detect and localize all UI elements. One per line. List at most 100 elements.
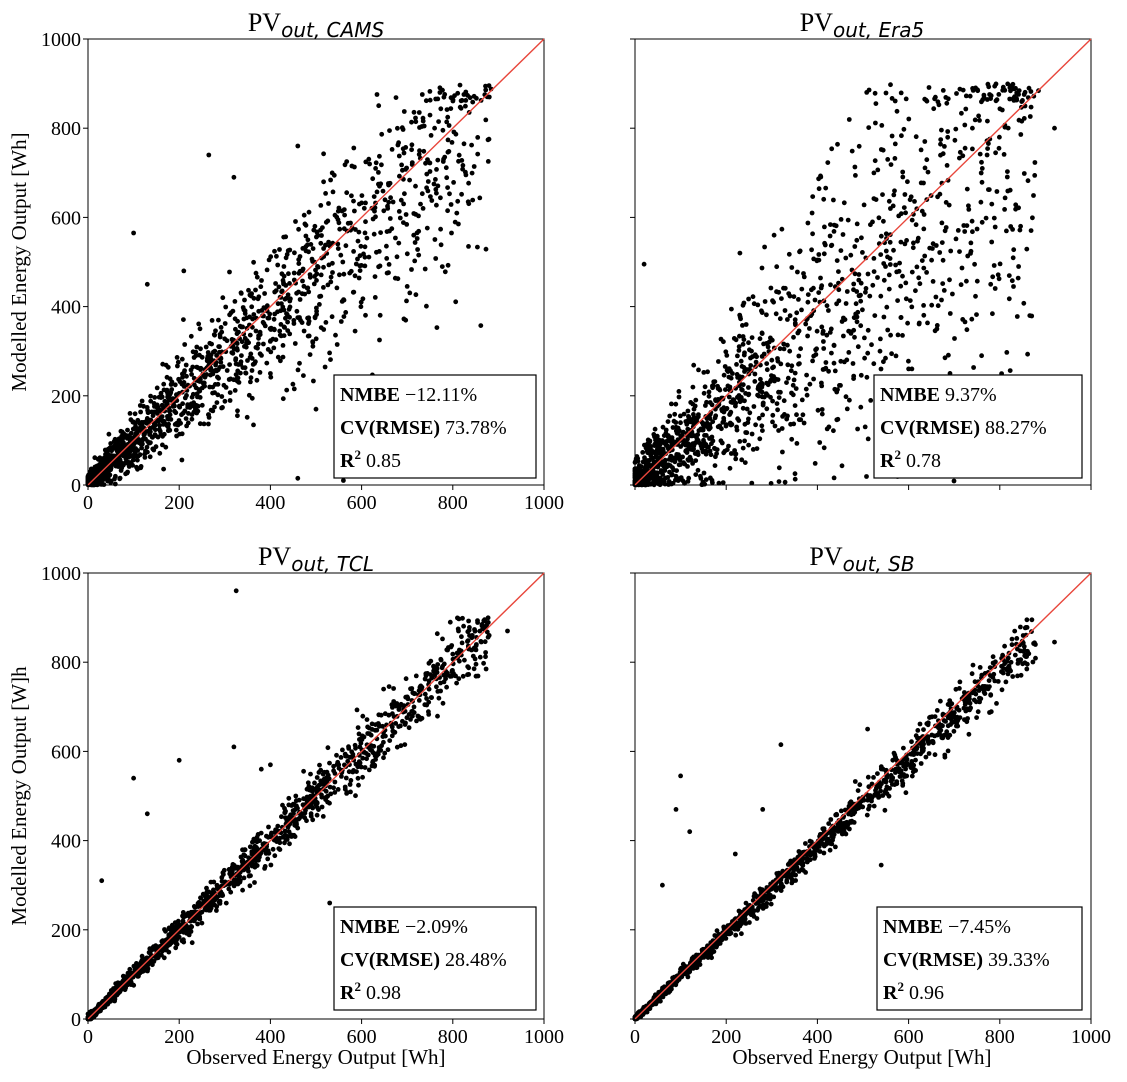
scatter-point (764, 361, 770, 366)
scatter-point (727, 465, 733, 471)
scatter-point (113, 446, 118, 451)
scatter-point (666, 482, 671, 487)
scatter-point (768, 481, 774, 486)
scatter-point (420, 118, 426, 124)
scatter-point (416, 110, 422, 115)
scatter-point (723, 349, 729, 355)
scatter-point (376, 181, 381, 187)
scatter-point (301, 283, 307, 289)
scatter-point (450, 651, 456, 657)
scatter-point (703, 477, 709, 482)
scatter-point (463, 172, 469, 178)
scatter-point (934, 326, 940, 332)
scatter-point (327, 900, 333, 906)
scatter-point (957, 149, 963, 155)
scatter-point (340, 747, 345, 753)
scatter-point (411, 109, 417, 115)
scatter-point (819, 411, 825, 417)
scatter-point (810, 231, 815, 237)
scatter-point (395, 142, 401, 148)
scatter-point (883, 248, 889, 254)
scatter-point (1005, 169, 1010, 175)
scatter-point (1010, 255, 1016, 261)
scatter-point (747, 347, 752, 353)
scatter-point (688, 442, 694, 448)
scatter-point (251, 846, 257, 851)
scatter-point (885, 254, 890, 260)
y-tick-label: 200 (51, 386, 81, 408)
scatter-point (447, 191, 452, 197)
scatter-point (781, 346, 787, 352)
scatter-point (746, 442, 751, 448)
scatter-point (841, 333, 846, 339)
scatter-point (875, 275, 880, 280)
scatter-point (729, 306, 734, 312)
scatter-point (182, 342, 188, 347)
scatter-point (923, 754, 929, 760)
scatter-point (253, 287, 258, 293)
scatter-point (256, 333, 261, 339)
scatter-point (813, 347, 818, 353)
scatter-point (862, 424, 868, 430)
scatter-point (434, 684, 439, 690)
scatter-point (126, 446, 132, 451)
scatter-point (707, 400, 713, 405)
scatter-point (286, 306, 292, 312)
scatter-point (486, 94, 492, 100)
scatter-point (282, 810, 288, 816)
scatter-point (296, 797, 302, 803)
scatter-point (740, 323, 745, 328)
scatter-point (801, 420, 807, 426)
scatter-point (184, 373, 189, 379)
scatter-point (123, 456, 129, 462)
scatter-point (387, 216, 393, 221)
scatter-point (746, 385, 751, 390)
y-tick-label: 400 (51, 297, 81, 319)
scatter-point (362, 244, 368, 250)
scatter-point (180, 375, 185, 380)
scatter-point (938, 141, 943, 147)
scatter-point (841, 200, 847, 206)
scatter-point (635, 471, 641, 477)
scatter-point (364, 235, 370, 241)
scatter-point (347, 782, 353, 787)
scatter-point (940, 281, 946, 286)
stat-nmbe: NMBE −12.11% (340, 384, 477, 406)
scatter-point (889, 351, 894, 357)
scatter-point (744, 367, 750, 372)
scatter-point (415, 713, 421, 719)
scatter-point (931, 106, 937, 112)
scatter-point (239, 324, 244, 330)
scatter-point (342, 784, 348, 790)
scatter-point (831, 343, 837, 348)
scatter-point (669, 435, 675, 440)
scatter-point (751, 301, 757, 307)
scatter-point (196, 321, 202, 327)
scatter-point (193, 385, 199, 391)
scatter-point (401, 703, 407, 708)
scatter-point (880, 192, 885, 198)
scatter-point (1028, 228, 1034, 234)
scatter-point (858, 404, 864, 410)
scatter-point (990, 311, 995, 317)
scatter-point (685, 408, 691, 414)
scatter-point (260, 319, 266, 325)
scatter-point (403, 317, 409, 323)
scatter-point (992, 286, 998, 291)
scatter-point (307, 352, 313, 357)
scatter-point (715, 397, 721, 402)
scatter-point (314, 271, 320, 277)
scatter-point (823, 360, 829, 365)
scatter-point (653, 454, 658, 460)
scatter-point (863, 289, 868, 295)
stat-r2: R2 0.85 (340, 442, 401, 472)
scatter-point (434, 325, 440, 330)
scatter-point (777, 316, 783, 322)
identity-line (634, 38, 1092, 486)
scatter-point (274, 253, 279, 259)
scatter-point (92, 455, 98, 461)
scatter-point (327, 350, 332, 356)
scatter-point (302, 291, 308, 297)
scatter-point (905, 320, 910, 326)
scatter-point (246, 868, 251, 874)
